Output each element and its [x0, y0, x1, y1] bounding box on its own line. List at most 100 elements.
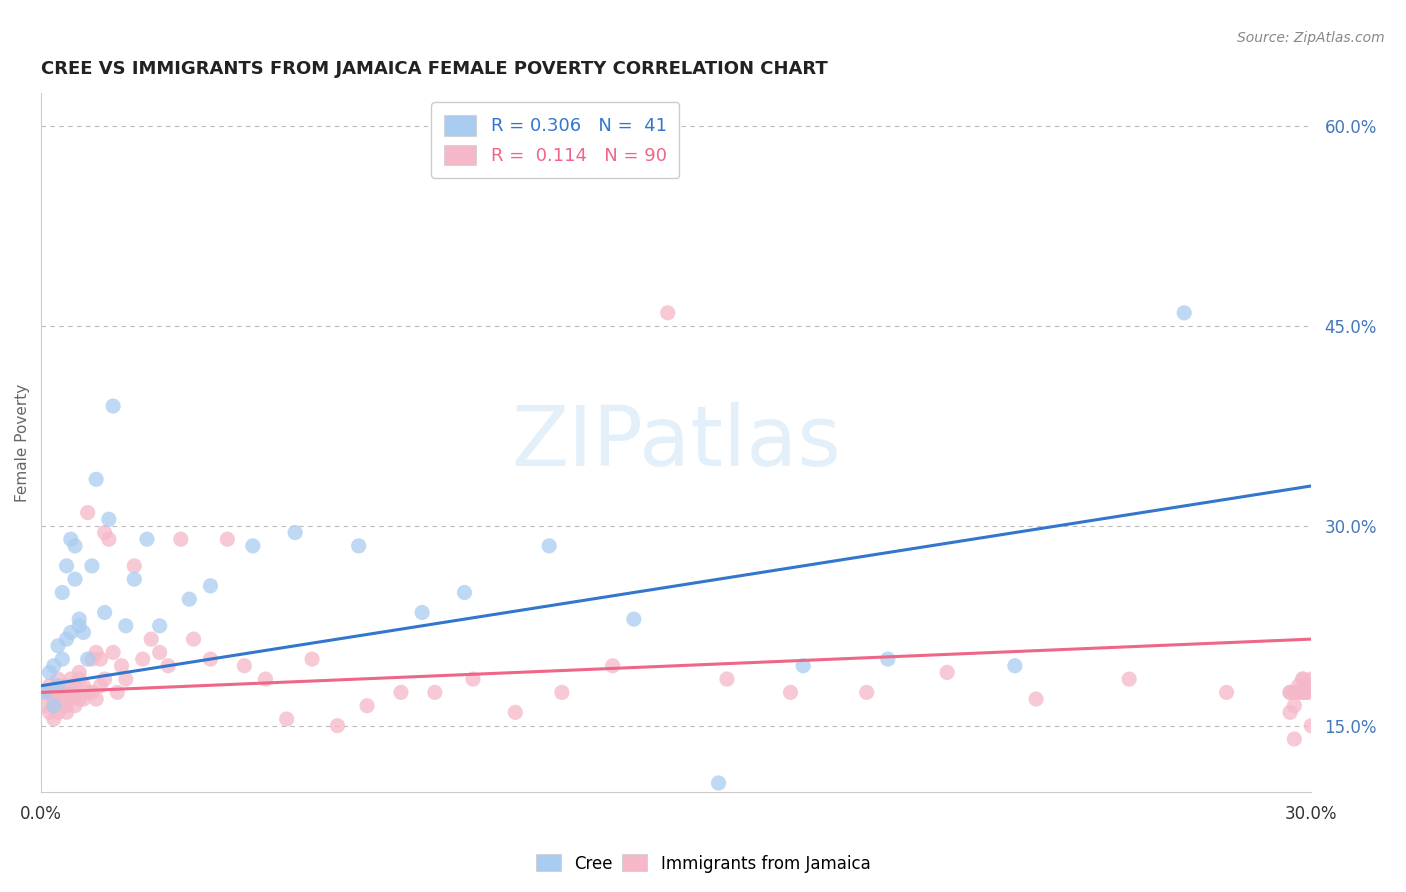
Point: [63, 685, 86, 699]
Point: [42, 698, 65, 713]
Point: [76, 506, 98, 520]
Point: [114, 619, 136, 633]
Point: [326, 719, 349, 733]
Point: [1284, 731, 1306, 746]
Point: [72, 625, 94, 640]
Point: [67, 619, 90, 633]
Point: [1301, 672, 1323, 686]
Point: [200, 652, 222, 666]
Point: [1296, 685, 1319, 699]
Point: [132, 652, 155, 666]
Point: [55, 698, 77, 713]
Point: [876, 652, 898, 666]
Point: [1215, 685, 1237, 699]
Point: [67, 672, 90, 686]
Point: [51, 685, 73, 699]
Point: [423, 685, 446, 699]
Point: [72, 692, 94, 706]
Point: [1296, 679, 1319, 693]
Point: [356, 698, 378, 713]
Point: [657, 306, 679, 320]
Point: [42, 712, 65, 726]
Point: [538, 539, 561, 553]
Point: [59, 533, 82, 547]
Point: [792, 658, 814, 673]
Point: [389, 685, 412, 699]
Point: [72, 679, 94, 693]
Point: [461, 672, 484, 686]
Point: [200, 579, 222, 593]
Point: [217, 533, 239, 547]
Legend: Cree, Immigrants from Jamaica: Cree, Immigrants from Jamaica: [529, 847, 877, 880]
Point: [1292, 672, 1315, 686]
Point: [347, 539, 370, 553]
Point: [411, 606, 433, 620]
Point: [1279, 706, 1302, 720]
Point: [59, 672, 82, 686]
Point: [97, 533, 120, 547]
Point: [551, 685, 574, 699]
Point: [170, 533, 193, 547]
Point: [42, 658, 65, 673]
Point: [55, 706, 77, 720]
Point: [59, 692, 82, 706]
Point: [136, 533, 159, 547]
Point: [141, 632, 163, 647]
Point: [80, 652, 103, 666]
Point: [46, 672, 69, 686]
Point: [936, 665, 959, 680]
Point: [301, 652, 323, 666]
Point: [34, 698, 56, 713]
Point: [55, 558, 77, 573]
Point: [1288, 685, 1310, 699]
Point: [51, 652, 73, 666]
Point: [1284, 685, 1306, 699]
Point: [42, 692, 65, 706]
Point: [1288, 679, 1310, 693]
Point: [80, 558, 103, 573]
Point: [84, 472, 107, 486]
Point: [55, 679, 77, 693]
Point: [93, 525, 115, 540]
Point: [1025, 692, 1047, 706]
Point: [46, 679, 69, 693]
Point: [101, 399, 124, 413]
Point: [46, 706, 69, 720]
Point: [1118, 672, 1140, 686]
Point: [122, 558, 145, 573]
Point: [63, 698, 86, 713]
Point: [63, 572, 86, 586]
Point: [97, 512, 120, 526]
Point: [242, 539, 264, 553]
Point: [34, 685, 56, 699]
Point: [707, 776, 730, 790]
Point: [38, 665, 60, 680]
Point: [149, 645, 172, 659]
Point: [114, 672, 136, 686]
Point: [84, 645, 107, 659]
Point: [623, 612, 645, 626]
Point: [1292, 685, 1315, 699]
Point: [34, 685, 56, 699]
Point: [233, 658, 256, 673]
Point: [1292, 685, 1315, 699]
Point: [1292, 672, 1315, 686]
Text: CREE VS IMMIGRANTS FROM JAMAICA FEMALE POVERTY CORRELATION CHART: CREE VS IMMIGRANTS FROM JAMAICA FEMALE P…: [41, 60, 828, 78]
Point: [42, 698, 65, 713]
Point: [105, 685, 128, 699]
Point: [1284, 698, 1306, 713]
Y-axis label: Female Poverty: Female Poverty: [15, 384, 30, 502]
Point: [1296, 685, 1319, 699]
Point: [602, 658, 624, 673]
Point: [855, 685, 877, 699]
Text: ZIPatlas: ZIPatlas: [512, 402, 841, 483]
Point: [1301, 719, 1323, 733]
Point: [716, 672, 738, 686]
Point: [55, 632, 77, 647]
Legend: R = 0.306   N =  41, R =  0.114   N = 90: R = 0.306 N = 41, R = 0.114 N = 90: [432, 102, 679, 178]
Point: [46, 639, 69, 653]
Point: [89, 679, 111, 693]
Point: [157, 658, 180, 673]
Point: [93, 606, 115, 620]
Point: [76, 685, 98, 699]
